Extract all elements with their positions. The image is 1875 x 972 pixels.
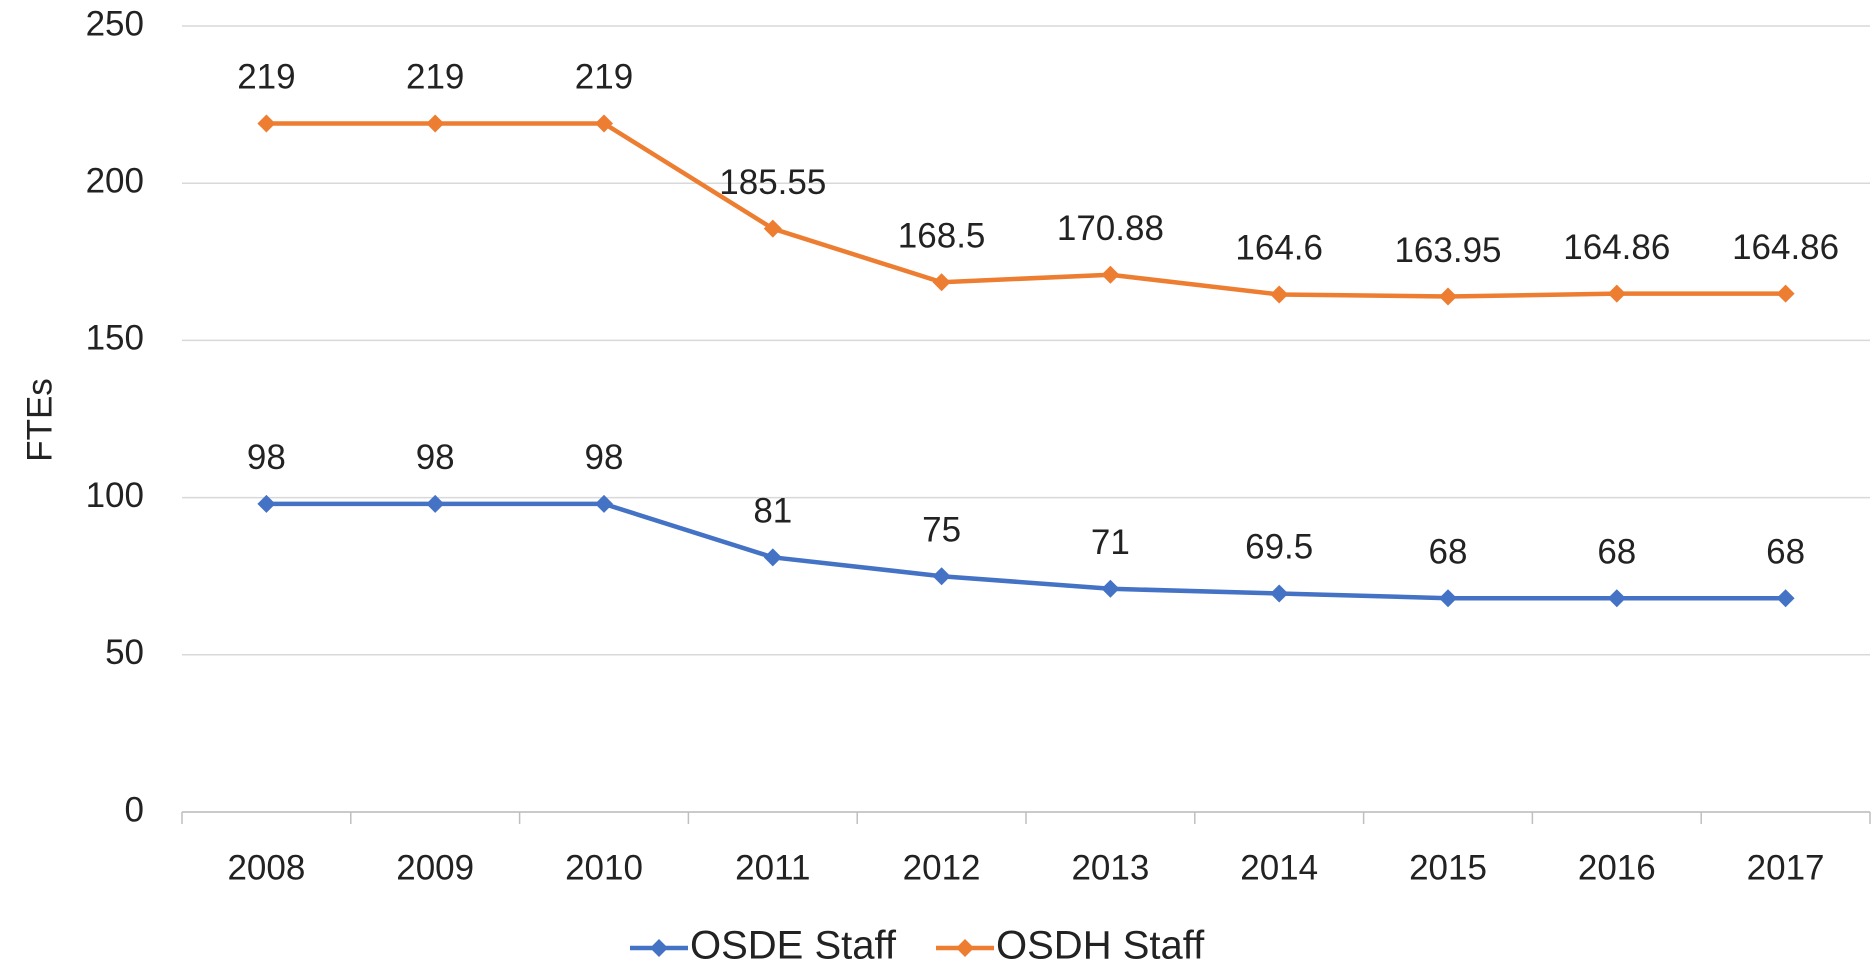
data-label: 219 — [237, 58, 295, 97]
data-label: 98 — [247, 438, 286, 477]
y-tick-label: 0 — [125, 790, 144, 829]
marker — [426, 114, 445, 133]
data-label: 185.55 — [719, 163, 826, 202]
x-tick-label: 2014 — [1240, 848, 1318, 887]
data-label: 168.5 — [898, 216, 986, 255]
legend-marker — [650, 939, 668, 957]
x-tick-label: 2017 — [1747, 848, 1825, 887]
marker — [932, 273, 951, 292]
marker — [1439, 287, 1457, 306]
marker — [1270, 285, 1289, 304]
marker — [257, 494, 276, 513]
data-label: 98 — [585, 438, 624, 477]
marker — [1270, 584, 1289, 603]
data-label: 68 — [1429, 532, 1468, 571]
marker — [1776, 589, 1795, 608]
marker — [1607, 589, 1626, 608]
marker — [1776, 284, 1795, 303]
data-label: 75 — [922, 510, 961, 549]
x-tick-label: 2008 — [227, 848, 305, 887]
series-line — [266, 121, 1786, 299]
y-tick-label: 150 — [86, 319, 144, 358]
data-label: 68 — [1597, 532, 1636, 571]
marker — [763, 219, 782, 238]
data-label: 164.86 — [1732, 228, 1839, 267]
marker — [1607, 284, 1626, 303]
x-tick-label: 2010 — [565, 848, 643, 887]
marker — [257, 114, 276, 133]
x-tick-label: 2012 — [903, 848, 981, 887]
data-label: 219 — [575, 58, 633, 97]
legend-label: OSDE Staff — [690, 924, 897, 968]
data-label: 68 — [1766, 532, 1805, 571]
x-tick-label: 2009 — [396, 848, 474, 887]
y-tick-label: 100 — [86, 476, 144, 515]
marker — [595, 494, 613, 513]
marker — [1439, 589, 1457, 608]
data-label: 219 — [406, 58, 464, 97]
marker — [595, 114, 613, 133]
y-tick-label: 50 — [105, 633, 144, 672]
legend-label: OSDH Staff — [996, 924, 1205, 968]
marker — [1101, 579, 1120, 598]
x-tick-label: 2013 — [1071, 848, 1149, 887]
marker — [1101, 265, 1120, 284]
data-label: 164.86 — [1563, 228, 1670, 267]
data-label: 69.5 — [1245, 528, 1313, 567]
y-axis-label: FTEs — [20, 378, 59, 462]
marker — [763, 548, 782, 567]
data-label: 170.88 — [1057, 209, 1164, 248]
x-tick-label: 2011 — [735, 848, 810, 887]
legend-marker — [956, 939, 975, 957]
x-tick-label: 2015 — [1409, 848, 1487, 887]
data-label: 163.95 — [1394, 231, 1501, 270]
y-tick-label: 250 — [86, 4, 144, 43]
y-tick-label: 200 — [86, 161, 144, 200]
data-label: 164.6 — [1235, 229, 1323, 268]
marker — [932, 567, 951, 586]
x-tick-label: 2016 — [1578, 848, 1656, 887]
series-line — [266, 501, 1786, 601]
marker — [426, 494, 445, 513]
data-label: 71 — [1091, 523, 1130, 562]
data-label: 81 — [753, 492, 792, 531]
data-label: 98 — [416, 438, 455, 477]
